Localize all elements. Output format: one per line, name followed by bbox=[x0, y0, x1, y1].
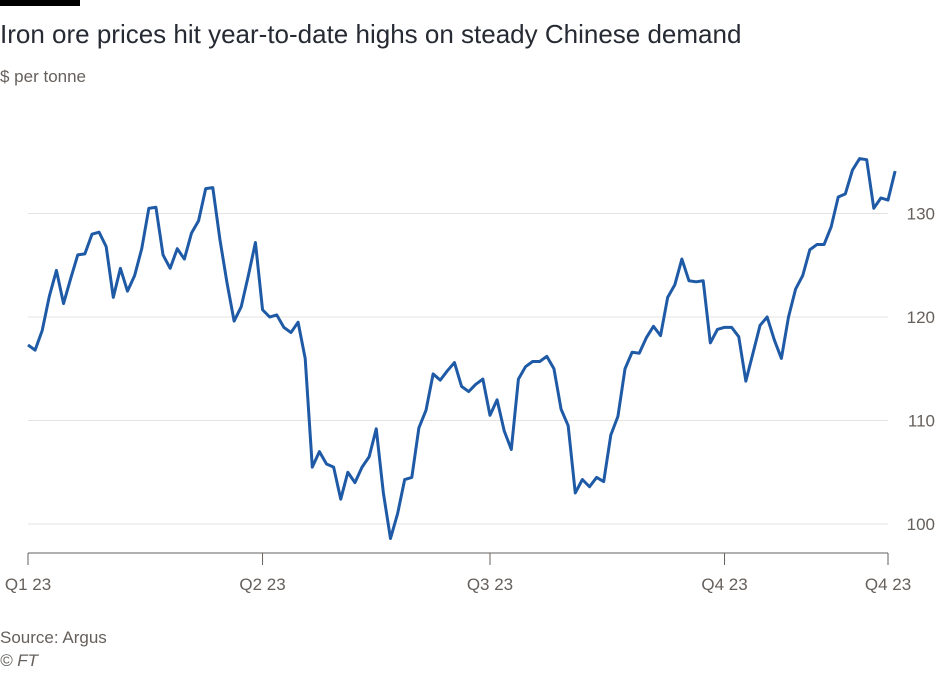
y-tick-label: 100 bbox=[907, 515, 935, 534]
chart-title: Iron ore prices hit year-to-date highs o… bbox=[0, 19, 741, 49]
x-tick-label: Q4 23 bbox=[701, 575, 747, 594]
y-tick-label: 120 bbox=[907, 308, 935, 327]
brand-bar bbox=[0, 0, 80, 6]
chart-subtitle: $ per tonne bbox=[0, 67, 86, 86]
x-tick-label: Q2 23 bbox=[239, 575, 285, 594]
credit: © FT bbox=[0, 651, 40, 670]
y-tick-label: 110 bbox=[908, 412, 935, 431]
y-tick-label: 130 bbox=[907, 205, 935, 224]
price-line bbox=[27, 157, 897, 541]
x-tick-label: Q3 23 bbox=[467, 575, 513, 594]
x-tick-label: Q1 23 bbox=[5, 575, 51, 594]
x-tick-label: Q4 23 bbox=[865, 575, 911, 594]
source: Source: Argus bbox=[0, 628, 107, 647]
